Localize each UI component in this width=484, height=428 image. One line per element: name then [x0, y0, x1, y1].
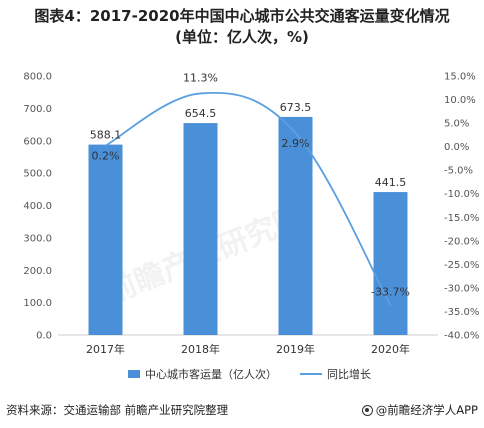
y-left-tick-label: 400.0	[23, 201, 52, 212]
legend-bar-swatch	[128, 370, 140, 378]
y-left-tick-label: 200.0	[23, 266, 52, 277]
chart-title: 图表4：2017-2020年中国中心城市公共交通客运量变化情况	[34, 7, 450, 25]
y-left-tick-label: 0.0	[36, 331, 52, 342]
y-right-tick-label: -5.0%	[444, 166, 473, 177]
brand-logo-icon	[361, 404, 373, 416]
y-right-tick-label: -30.0%	[444, 283, 479, 294]
legend: 中心城市客运量（亿人次） 同比增长	[0, 364, 484, 382]
brand-text: @前瞻经济学人APP	[375, 403, 478, 417]
y-right-tick-label: 0.0%	[444, 142, 469, 153]
growth-value-label: 11.3%	[183, 71, 218, 84]
y-right-tick-label: -10.0%	[444, 189, 479, 200]
source-note: 资料来源：交通运输部 前瞻产业研究院整理	[6, 403, 229, 417]
bar-value-label: 588.1	[90, 129, 122, 142]
y-right-tick-label: -20.0%	[444, 236, 479, 247]
y-right-tick-label: -35.0%	[444, 307, 479, 318]
y-right-tick-label: 15.0%	[444, 72, 476, 83]
x-tick-label: 2017年	[86, 342, 125, 356]
bar	[183, 123, 218, 335]
growth-line	[105, 92, 392, 306]
bar-value-label: 673.5	[280, 101, 312, 114]
chart-subtitle: (单位：亿人次，%)	[175, 28, 309, 46]
brand-note: @前瞻经济学人APP	[361, 402, 478, 418]
legend-line-label: 同比增长	[327, 368, 371, 381]
y-right-tick-label: -40.0%	[444, 331, 479, 342]
legend-item-line: 同比增长	[300, 366, 371, 382]
y-left-tick-label: 600.0	[23, 136, 52, 147]
growth-value-label: 0.2%	[92, 150, 120, 163]
bar	[373, 192, 408, 335]
legend-line-swatch	[300, 373, 322, 375]
y-left-tick-label: 500.0	[23, 169, 52, 180]
footer: 资料来源：交通运输部 前瞻产业研究院整理 @前瞻经济学人APP	[6, 402, 478, 422]
x-tick-label: 2019年	[276, 342, 315, 356]
y-left-tick-label: 100.0	[23, 298, 52, 309]
bar-value-label: 654.5	[185, 107, 217, 120]
y-right-tick-label: -25.0%	[444, 260, 479, 271]
legend-bar-label: 中心城市客运量（亿人次）	[145, 368, 277, 381]
y-right-tick-label: 10.0%	[444, 95, 476, 106]
y-right-tick-label: -15.0%	[444, 213, 479, 224]
bar	[88, 144, 123, 335]
growth-value-label: -33.7%	[371, 285, 410, 298]
y-left-tick-label: 700.0	[23, 104, 52, 115]
y-left-tick-label: 800.0	[23, 72, 52, 83]
growth-value-label: 2.9%	[282, 137, 310, 150]
x-tick-label: 2020年	[371, 342, 410, 356]
bar-value-label: 441.5	[375, 176, 407, 189]
x-tick-label: 2018年	[181, 342, 220, 356]
y-right-tick-label: 5.0%	[444, 119, 469, 130]
bar	[278, 116, 313, 335]
y-left-tick-label: 300.0	[23, 233, 52, 244]
legend-item-bar: 中心城市客运量（亿人次）	[128, 366, 277, 382]
